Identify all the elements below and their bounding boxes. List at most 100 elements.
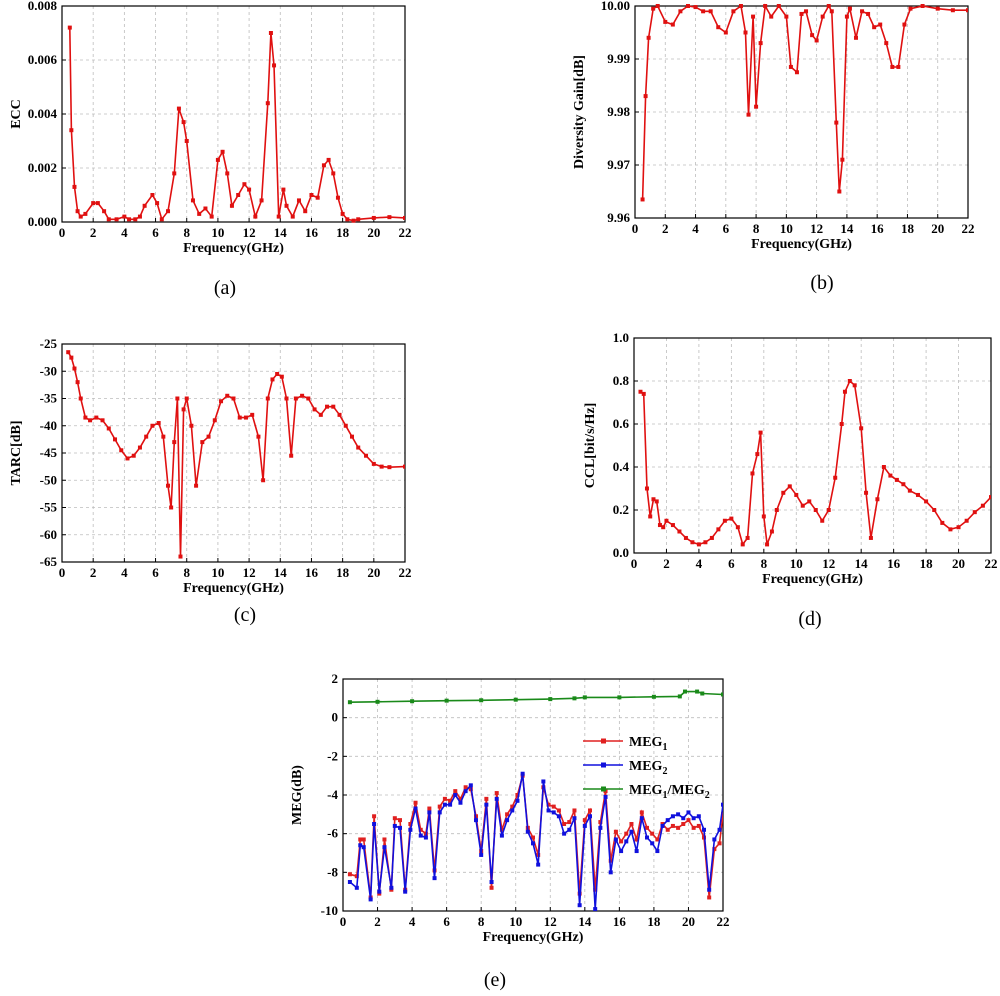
data-point — [546, 802, 551, 807]
data-point — [859, 426, 864, 431]
data-point — [541, 779, 546, 784]
y-tick-label: 0.002 — [28, 160, 57, 175]
plot-frame — [61, 343, 406, 563]
data-point — [225, 171, 230, 176]
data-point — [758, 430, 763, 435]
x-tick-label: 2 — [663, 556, 670, 571]
data-point — [410, 699, 415, 704]
data-point — [382, 845, 387, 850]
data-point — [709, 535, 714, 540]
y-axis-label: TARC[dB] — [9, 420, 24, 485]
data-point — [515, 793, 520, 797]
y-tick-label: -30 — [40, 363, 57, 378]
x-tick-label: 20 — [952, 556, 965, 571]
x-tick-label: 16 — [613, 914, 627, 929]
data-point — [489, 880, 494, 884]
data-point — [458, 796, 463, 801]
data-point — [643, 94, 648, 99]
data-point — [676, 825, 681, 830]
data-point — [337, 412, 342, 417]
data-point — [131, 453, 136, 458]
y-tick-label: 0 — [332, 710, 339, 725]
data-point — [247, 187, 252, 192]
data-point — [315, 195, 320, 200]
data-point — [758, 41, 763, 46]
data-point — [577, 903, 582, 908]
data-point — [651, 6, 656, 11]
data-point — [284, 203, 289, 208]
data-point — [371, 215, 376, 220]
data-point — [321, 163, 326, 168]
y-axis-label: Diversity Gain[dB] — [572, 55, 587, 169]
chart-panel-a: 0 2 4 6 8 10 12 14 16 18 20 22 0.000 0.002 0.004 0.006 0… — [0, 0, 420, 270]
data-point — [159, 217, 164, 222]
data-point — [721, 802, 723, 807]
x-tick-label: 8 — [183, 225, 190, 240]
x-tick-label: 14 — [840, 221, 854, 236]
data-point — [932, 508, 937, 512]
data-point — [613, 837, 618, 842]
data-point — [423, 835, 428, 840]
data-point — [788, 64, 793, 69]
data-point — [122, 214, 127, 219]
data-point — [437, 810, 442, 815]
data-point — [619, 849, 624, 854]
x-tick-label: 16 — [887, 556, 901, 571]
legend-marker — [601, 762, 606, 768]
data-point — [751, 14, 756, 19]
data-point — [144, 434, 149, 439]
data-point — [531, 835, 535, 840]
data-point — [562, 822, 567, 826]
plot-frame — [633, 337, 992, 554]
data-point — [403, 464, 405, 469]
data-point — [781, 490, 786, 495]
data-point — [670, 22, 675, 27]
y-tick-label: 0.0 — [613, 545, 629, 560]
data-point — [948, 527, 953, 532]
data-point — [738, 4, 743, 8]
chart-panel-c: 0 2 4 6 8 10 12 14 16 18 20 22 -65 -60 -55 -50 -45 -40 -35… — [0, 330, 420, 600]
data-point — [881, 465, 886, 469]
data-point — [209, 214, 214, 219]
data-point — [562, 831, 567, 836]
data-point — [729, 516, 734, 521]
data-point — [265, 101, 270, 106]
x-tick-label: 16 — [305, 565, 319, 580]
y-tick-label: 0.4 — [613, 459, 630, 474]
data-point — [676, 812, 681, 817]
data-point — [137, 214, 142, 219]
data-point — [731, 9, 736, 14]
data-point — [156, 421, 161, 426]
data-point — [155, 201, 160, 206]
data-point — [598, 825, 603, 830]
data-point — [270, 377, 275, 382]
data-point — [377, 889, 382, 894]
data-point — [418, 827, 423, 832]
chart-svg: 0 2 4 6 8 10 12 14 16 18 20 22 -10 -8 -6 -4 -2 0 2 Frequenc… — [290, 671, 730, 945]
data-point — [331, 171, 336, 176]
x-tick-label: 18 — [901, 221, 915, 236]
data-point — [716, 527, 721, 532]
series-line-1 — [641, 3, 968, 200]
data-point — [169, 505, 174, 510]
data-point — [94, 415, 99, 420]
data-point — [645, 825, 649, 830]
data-point — [161, 434, 166, 439]
x-tick-label: 0 — [59, 225, 66, 240]
x-tick-label: 22 — [962, 221, 975, 236]
data-point — [648, 514, 653, 519]
data-point — [100, 418, 105, 423]
chart-svg: 0 2 4 6 8 10 12 14 16 18 20 22 0.0 0.2 0.4 0.6 0.8 1.0 Fre… — [583, 330, 998, 587]
data-point — [890, 64, 895, 69]
x-tick-label: 18 — [920, 556, 934, 571]
data-point — [683, 535, 688, 540]
y-tick-label: 9.97 — [607, 157, 630, 172]
data-point — [499, 833, 504, 838]
data-point — [306, 396, 311, 401]
data-point — [629, 829, 634, 834]
data-point — [236, 193, 241, 197]
data-point — [799, 11, 804, 16]
data-point — [556, 808, 561, 813]
x-tick-label: 2 — [90, 565, 97, 580]
x-tick-label: 8 — [753, 221, 760, 236]
